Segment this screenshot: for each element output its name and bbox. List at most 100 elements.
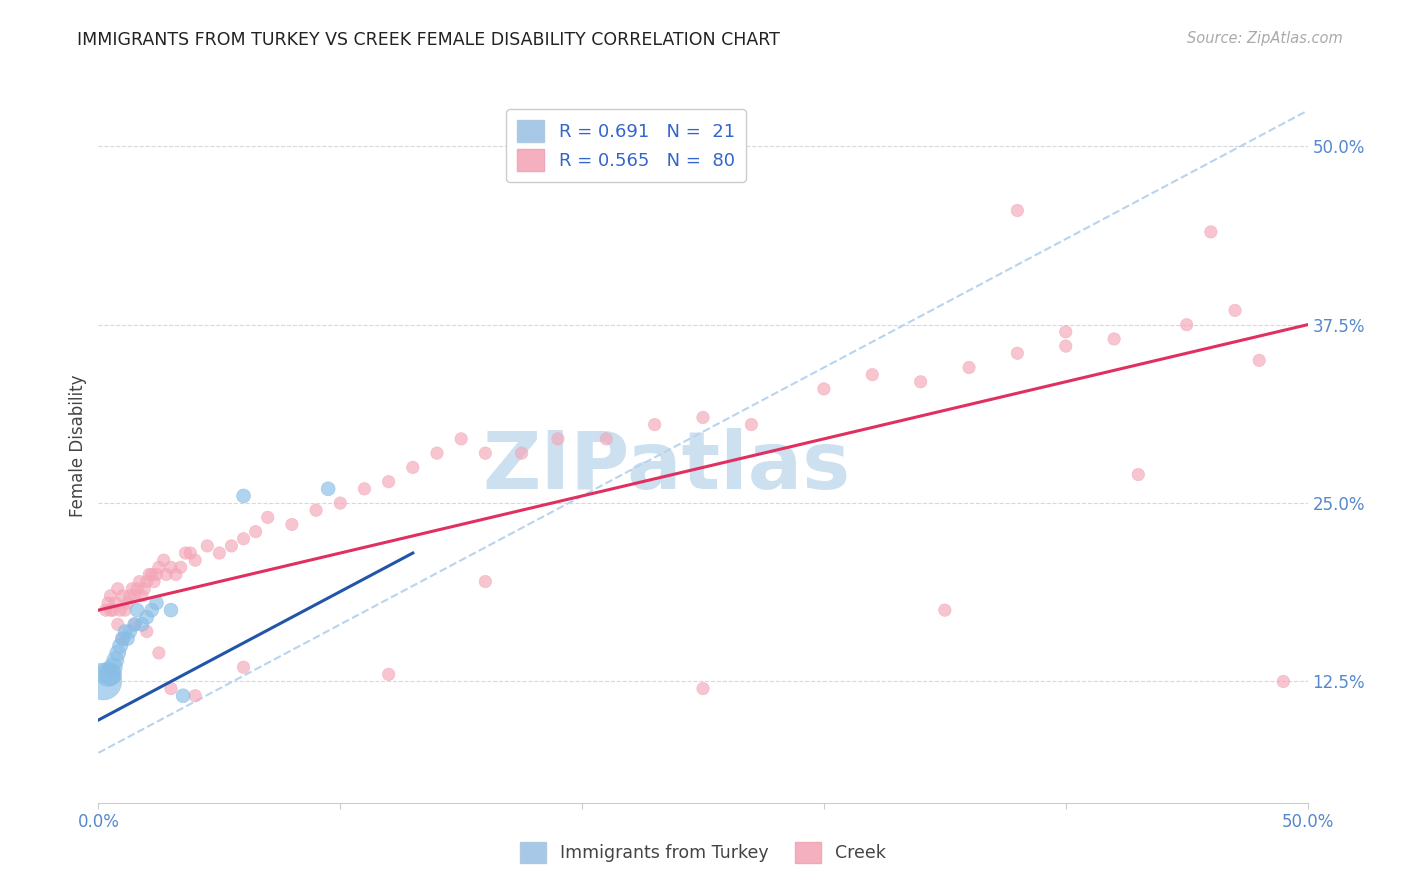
Point <box>426 446 449 460</box>
Legend: Immigrants from Turkey, Creek: Immigrants from Turkey, Creek <box>513 835 893 870</box>
Point <box>104 596 127 610</box>
Point <box>305 503 328 517</box>
Point <box>232 660 254 674</box>
Point <box>108 603 131 617</box>
Point <box>692 410 714 425</box>
Text: IMMIGRANTS FROM TURKEY VS CREEK FEMALE DISABILITY CORRELATION CHART: IMMIGRANTS FROM TURKEY VS CREEK FEMALE D… <box>77 31 780 49</box>
Point <box>100 589 122 603</box>
Point <box>111 589 134 603</box>
Point <box>141 603 163 617</box>
Point <box>107 646 129 660</box>
Point <box>117 632 139 646</box>
Point <box>245 524 267 539</box>
Point <box>97 667 120 681</box>
Point <box>813 382 835 396</box>
Point <box>165 567 187 582</box>
Point <box>510 446 533 460</box>
Point <box>1007 346 1029 360</box>
Point <box>148 646 170 660</box>
Point <box>377 475 399 489</box>
Point <box>127 582 149 596</box>
Point <box>117 596 139 610</box>
Point <box>910 375 932 389</box>
Point <box>547 432 569 446</box>
Point <box>957 360 980 375</box>
Point <box>124 589 146 603</box>
Point <box>692 681 714 696</box>
Point <box>127 603 149 617</box>
Point <box>1272 674 1295 689</box>
Point <box>160 560 183 574</box>
Point <box>107 582 129 596</box>
Point <box>97 596 120 610</box>
Point <box>860 368 883 382</box>
Point <box>402 460 425 475</box>
Point <box>148 560 170 574</box>
Point <box>934 603 956 617</box>
Point <box>143 574 166 589</box>
Point <box>141 567 163 582</box>
Point <box>1054 339 1077 353</box>
Point <box>160 681 183 696</box>
Point <box>377 667 399 681</box>
Point <box>121 582 143 596</box>
Point <box>179 546 201 560</box>
Point <box>124 617 146 632</box>
Point <box>172 689 194 703</box>
Point <box>135 624 157 639</box>
Point <box>184 689 207 703</box>
Point <box>104 653 127 667</box>
Point <box>256 510 278 524</box>
Y-axis label: Female Disability: Female Disability <box>69 375 87 517</box>
Point <box>111 632 134 646</box>
Point <box>232 489 254 503</box>
Point <box>107 617 129 632</box>
Point <box>450 432 472 446</box>
Point <box>131 617 153 632</box>
Point <box>94 603 117 617</box>
Point <box>111 632 134 646</box>
Point <box>152 553 174 567</box>
Point <box>169 560 191 574</box>
Point <box>101 603 124 617</box>
Point <box>108 639 131 653</box>
Point <box>1223 303 1246 318</box>
Point <box>184 553 207 567</box>
Point <box>128 574 150 589</box>
Point <box>118 589 141 603</box>
Point <box>329 496 352 510</box>
Point <box>474 446 496 460</box>
Point <box>135 574 157 589</box>
Point <box>145 567 167 582</box>
Point <box>195 539 218 553</box>
Point <box>138 567 160 582</box>
Point <box>1249 353 1271 368</box>
Point <box>114 624 136 639</box>
Point <box>1175 318 1198 332</box>
Point <box>1102 332 1125 346</box>
Point <box>740 417 762 432</box>
Point <box>160 603 183 617</box>
Point <box>208 546 231 560</box>
Text: Source: ZipAtlas.com: Source: ZipAtlas.com <box>1187 31 1343 46</box>
Point <box>135 610 157 624</box>
Point <box>595 432 617 446</box>
Point <box>101 660 124 674</box>
Point <box>91 674 114 689</box>
Point <box>155 567 177 582</box>
Point <box>100 667 122 681</box>
Point <box>131 589 153 603</box>
Point <box>353 482 375 496</box>
Point <box>232 532 254 546</box>
Point <box>145 596 167 610</box>
Point <box>114 603 136 617</box>
Point <box>281 517 304 532</box>
Point <box>1199 225 1222 239</box>
Point <box>1128 467 1150 482</box>
Point <box>221 539 243 553</box>
Point <box>644 417 666 432</box>
Point <box>174 546 197 560</box>
Point <box>1054 325 1077 339</box>
Point <box>1007 203 1029 218</box>
Point <box>118 624 141 639</box>
